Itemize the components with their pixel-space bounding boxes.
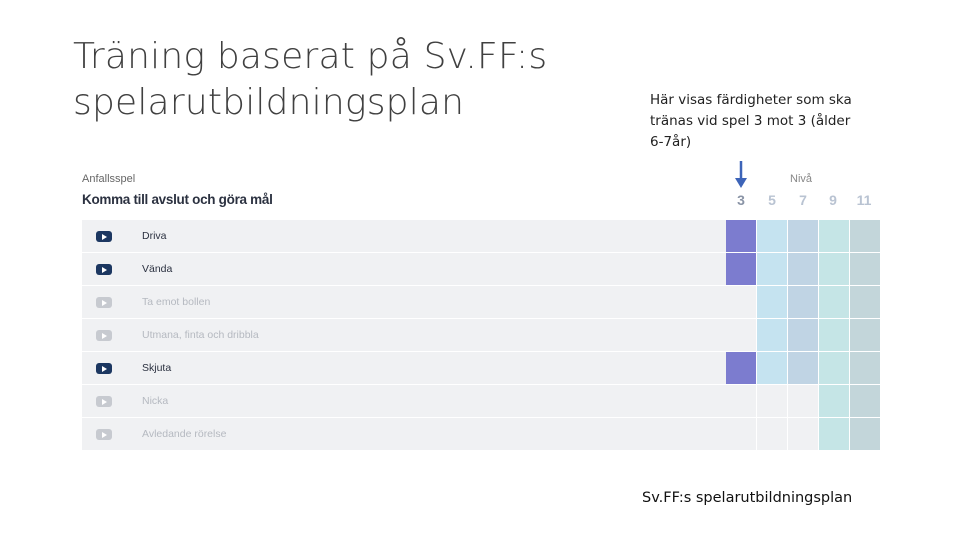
level-cell-11-filled <box>850 352 880 384</box>
level-cell-3-filled <box>726 220 756 252</box>
level-cell-7-empty <box>788 418 818 450</box>
play-video-icon[interactable] <box>96 363 112 374</box>
level-cell-5-filled <box>757 286 787 318</box>
level-cell-5-empty <box>757 385 787 417</box>
level-cell-7-filled <box>788 352 818 384</box>
level-cell-7-filled <box>788 286 818 318</box>
level-header: Nivå <box>790 173 813 185</box>
row-label-area <box>82 319 726 351</box>
skill-label: Skjuta <box>142 362 172 374</box>
level-header-3: 3 <box>737 192 745 208</box>
row-label-area <box>82 253 726 285</box>
skills-table: Driva Vända Ta emot bollen Utmana, finta oc… <box>82 220 880 451</box>
level-header-5: 5 <box>768 192 776 208</box>
level-cell-11-filled <box>850 220 880 252</box>
play-video-icon[interactable] <box>96 264 112 275</box>
table-row[interactable]: Avledande rörelse <box>82 418 880 451</box>
level-cell-3-empty <box>726 286 756 318</box>
level-cell-3-filled <box>726 253 756 285</box>
level-header-7: 7 <box>799 192 807 208</box>
level-cell-3-empty <box>726 418 756 450</box>
level-cell-9-filled <box>819 385 849 417</box>
table-row[interactable]: Utmana, finta och dribbla <box>82 319 880 352</box>
table-row[interactable]: Driva <box>82 220 880 253</box>
level-cell-5-filled <box>757 220 787 252</box>
level-cell-7-filled <box>788 253 818 285</box>
skill-label: Nicka <box>142 395 169 407</box>
slide-title: Träning baserat på Sv.FF:s spelarutbildn… <box>73 36 548 123</box>
level-cell-7-filled <box>788 220 818 252</box>
skill-label: Ta emot bollen <box>142 296 211 308</box>
section-title: Komma till avslut och göra mål <box>82 192 273 207</box>
level-cell-11-filled <box>850 418 880 450</box>
level-cell-11-filled <box>850 253 880 285</box>
play-video-icon[interactable] <box>96 330 112 341</box>
row-label-area <box>82 418 726 450</box>
level-cell-5-empty <box>757 418 787 450</box>
level-cell-11-filled <box>850 319 880 351</box>
skill-label: Vända <box>142 263 173 275</box>
slide-caption: Sv.FF:s spelarutbildningsplan <box>642 490 853 506</box>
level-cell-9-filled <box>819 319 849 351</box>
table-row[interactable]: Nicka <box>82 385 880 418</box>
play-video-icon[interactable] <box>96 231 112 242</box>
level-cell-3-empty <box>726 385 756 417</box>
skill-label: Driva <box>142 230 167 242</box>
skill-label: Avledande rörelse <box>142 428 227 440</box>
level-cell-9-filled <box>819 286 849 318</box>
skill-label: Utmana, finta och dribbla <box>142 329 259 341</box>
play-video-icon[interactable] <box>96 429 112 440</box>
level-cell-3-filled <box>726 352 756 384</box>
slide-description: Här visas färdigheter som ska tränas vid… <box>650 92 852 150</box>
level-cell-5-filled <box>757 253 787 285</box>
level-cell-5-filled <box>757 352 787 384</box>
level-cell-9-filled <box>819 220 849 252</box>
row-label-area <box>82 286 726 318</box>
level-cell-11-filled <box>850 385 880 417</box>
arrow-down-icon <box>735 161 747 188</box>
row-label-area <box>82 220 726 252</box>
table-row[interactable]: Skjuta <box>82 352 880 385</box>
play-video-icon[interactable] <box>96 396 112 407</box>
table-row[interactable]: Vända <box>82 253 880 286</box>
level-cell-7-filled <box>788 319 818 351</box>
level-cell-9-filled <box>819 352 849 384</box>
level-cell-9-filled <box>819 418 849 450</box>
table-row[interactable]: Ta emot bollen <box>82 286 880 319</box>
level-cell-5-filled <box>757 319 787 351</box>
level-header-9: 9 <box>829 192 837 208</box>
level-cell-9-filled <box>819 253 849 285</box>
level-header-11: 11 <box>856 192 872 208</box>
row-label-area <box>82 352 726 384</box>
level-cell-7-empty <box>788 385 818 417</box>
play-video-icon[interactable] <box>96 297 112 308</box>
row-label-area <box>82 385 726 417</box>
level-cell-11-filled <box>850 286 880 318</box>
section-label: Anfallsspel <box>82 173 136 185</box>
level-cell-3-empty <box>726 319 756 351</box>
